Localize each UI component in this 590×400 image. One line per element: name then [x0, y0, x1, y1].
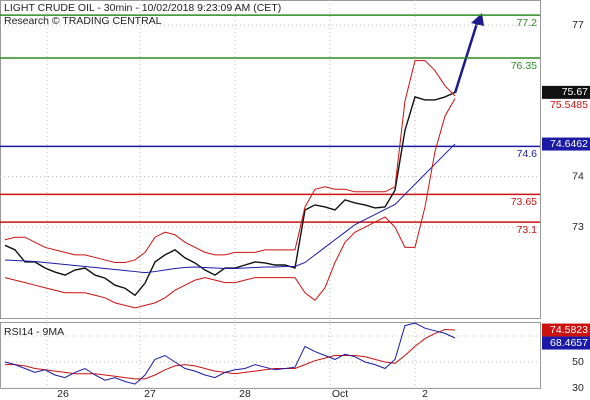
- level-label: 73.1: [517, 224, 538, 236]
- y-tick-label: 73: [572, 221, 584, 233]
- x-tick-label: 2: [422, 388, 428, 400]
- level-label: 74.6: [517, 148, 538, 160]
- last-value-box: [542, 323, 590, 337]
- arrow-head: [471, 13, 484, 26]
- series-line: [5, 328, 456, 380]
- day-separators: [46, 0, 416, 388]
- last-value-label: 74.6462: [550, 138, 588, 150]
- target-arrow: [453, 19, 480, 94]
- rsi-title: RSI14 - 9MA: [4, 326, 64, 338]
- series-line: [4, 91, 456, 297]
- rsi-frame: [0, 322, 541, 389]
- last-value-box: [542, 336, 590, 350]
- x-tick-label: 28: [239, 388, 251, 400]
- last-value-label: 68.4657: [550, 337, 588, 349]
- level-label: 76.35: [511, 60, 537, 72]
- chart-subtitle: Research © TRADING CENTRAL: [4, 15, 162, 27]
- level-label: 77.2: [517, 17, 538, 29]
- price-frame: [0, 0, 541, 319]
- x-tick-label: 27: [144, 388, 156, 400]
- series-line: [4, 98, 456, 309]
- series-line: [4, 143, 456, 274]
- y-tick-label: 50: [572, 356, 584, 368]
- y-tick-label: 77: [572, 19, 584, 31]
- last-value-label: 75.67: [562, 86, 588, 98]
- last-value-label: 75.5485: [550, 99, 588, 111]
- level-label: 73.65: [511, 196, 537, 208]
- x-tick-label: Oct: [332, 388, 348, 400]
- last-value-box: [542, 85, 590, 99]
- y-tick-label: 74: [572, 170, 584, 182]
- last-value-label: 74.5823: [550, 324, 588, 336]
- chart-title: LIGHT CRUDE OIL - 30min - 10/02/2018 9:2…: [4, 2, 281, 14]
- last-value-box: [542, 137, 590, 151]
- x-tick-label: 26: [57, 388, 69, 400]
- series-line: [4, 322, 456, 385]
- y-tick-label: 30: [572, 382, 584, 394]
- series-line: [4, 60, 456, 263]
